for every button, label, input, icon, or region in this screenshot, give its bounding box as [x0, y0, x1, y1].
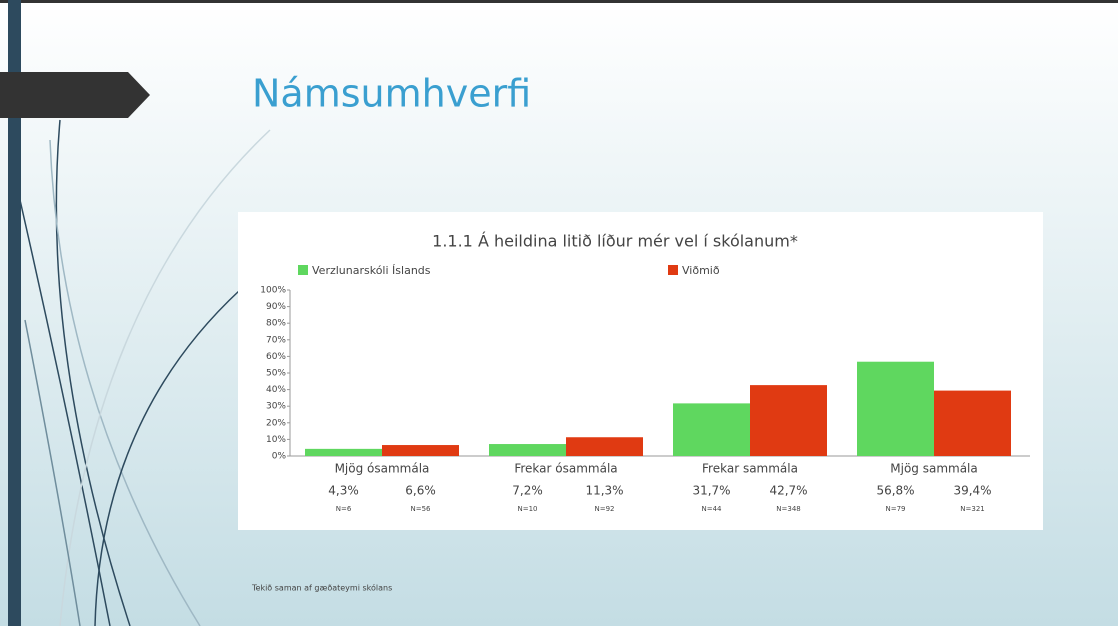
y-tick-label: 90% — [266, 302, 286, 312]
value-label: 11,3% — [585, 484, 623, 498]
bar — [489, 444, 566, 456]
bar — [305, 448, 382, 456]
y-tick-label: 50% — [266, 369, 286, 379]
n-label: N=44 — [701, 505, 722, 513]
x-tick-label: Mjög ósammála — [335, 462, 430, 476]
x-tick-label: Frekar ósammála — [514, 462, 617, 476]
decor-curves — [19, 119, 271, 626]
footnote: Tekið saman af gæðateymi skólans — [251, 583, 392, 593]
legend-swatch — [668, 265, 678, 275]
top-border — [0, 0, 1118, 3]
side-bar — [8, 0, 21, 626]
bar — [566, 437, 643, 456]
value-label: 56,8% — [876, 484, 914, 498]
bar — [857, 361, 934, 456]
n-label: N=6 — [336, 505, 352, 513]
n-label: N=79 — [885, 505, 905, 513]
n-label: N=56 — [410, 505, 431, 513]
value-label: 4,3% — [328, 484, 359, 498]
n-label: N=348 — [776, 505, 800, 513]
chart: 0% 10% 20% 30% 40% 50% 60% 70% 80% 90% 100% Verzlun… — [260, 264, 1030, 513]
y-tick-label: 0% — [272, 452, 287, 462]
value-label: 31,7% — [692, 484, 730, 498]
legend-swatch — [298, 265, 308, 275]
value-label: 39,4% — [953, 484, 991, 498]
bar — [673, 403, 750, 456]
n-label: N=10 — [517, 505, 537, 513]
value-label: 6,6% — [405, 484, 436, 498]
y-tick-label: 70% — [266, 335, 286, 345]
y-tick-label: 80% — [266, 319, 286, 329]
chart-title: 1.1.1 Á heildina litið líður mér vel í s… — [432, 232, 798, 251]
y-tick-label: 30% — [266, 402, 286, 412]
bar — [750, 385, 827, 456]
slide-title: Námsumhverfi — [252, 72, 531, 116]
n-label: N=321 — [960, 505, 984, 513]
legend-label: Verzlunarskóli Íslands — [312, 264, 431, 277]
x-tick-label: Mjög sammála — [890, 462, 978, 476]
y-tick-label: 100% — [260, 286, 286, 296]
y-tick-label: 10% — [266, 435, 286, 445]
x-tick-label: Frekar sammála — [702, 462, 798, 476]
y-tick-label: 20% — [266, 418, 286, 428]
legend-label: Viðmið — [682, 264, 720, 277]
bar — [382, 445, 459, 456]
title-arrow — [0, 72, 150, 118]
n-label: N=92 — [594, 505, 614, 513]
y-tick-label: 60% — [266, 352, 286, 362]
value-label: 42,7% — [769, 484, 807, 498]
y-tick-label: 40% — [266, 385, 286, 395]
value-label: 7,2% — [512, 484, 543, 498]
bar — [934, 390, 1011, 456]
